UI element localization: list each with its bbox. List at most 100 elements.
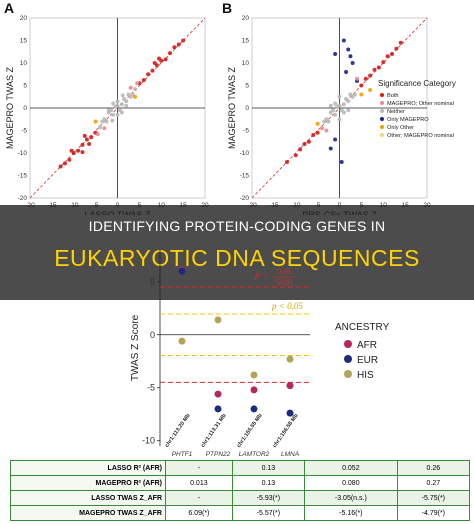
panel-c: -10 -5 0 5 TWAS Z Score p < 0.05 5920 p < 0.05 ch…	[130, 250, 390, 458]
data-point	[394, 46, 399, 51]
data-point	[322, 119, 327, 124]
table-cell: -4.79(*)	[396, 505, 471, 521]
data-point	[346, 108, 351, 113]
legend-label: EUR	[357, 355, 378, 366]
table-row: MAGEPRO TWAS Z_AFR 6.09(*) -5.57(*) -5.1…	[10, 505, 471, 521]
position-label: chr1:155.55 Mb	[236, 412, 264, 449]
data-point	[328, 146, 333, 151]
data-point	[115, 112, 120, 117]
data-point	[250, 405, 258, 413]
panel-a: A-20-15-10-505101520-20-15-10-505101520M…	[4, 0, 209, 215]
data-point	[168, 51, 172, 56]
data-point	[181, 38, 186, 43]
data-point	[214, 405, 222, 413]
legend-label: Only Other	[387, 125, 414, 131]
y-tick-label: -5	[147, 383, 155, 393]
table-cell: 0.013	[165, 475, 233, 491]
data-point	[82, 133, 87, 138]
data-point	[76, 148, 81, 153]
legend-swatch	[344, 355, 352, 363]
table-cell: 0.13	[231, 475, 306, 491]
position-label: chr1:113.20 Mb	[164, 412, 192, 448]
y-tick-label: -15	[240, 173, 250, 180]
table-cell: -3.05(n.s.)	[304, 490, 398, 506]
gene-label: PTPN22	[206, 451, 231, 458]
panel-label: B	[222, 0, 232, 16]
data-point	[135, 81, 140, 86]
data-point	[58, 164, 63, 169]
data-point	[363, 76, 368, 81]
legend-label: HIS	[357, 370, 374, 381]
identity-line	[251, 17, 428, 199]
data-point	[337, 117, 342, 122]
data-point	[89, 135, 94, 140]
legend-label: Both	[387, 93, 399, 99]
table-cell: -5.57(*)	[231, 505, 306, 521]
data-point	[348, 54, 353, 59]
y-tick-label: 0	[245, 105, 249, 112]
y-tick-label: 15	[20, 38, 28, 45]
data-point	[106, 108, 111, 113]
data-point	[330, 108, 335, 113]
data-point	[111, 101, 116, 106]
data-point	[133, 94, 137, 99]
data-point	[98, 125, 102, 130]
row-label: MAGEPRO R² (AFR)	[10, 475, 166, 491]
data-point	[372, 67, 377, 72]
y-tick-label: 5	[23, 83, 27, 90]
y-tick-label: -10	[142, 436, 155, 446]
data-point	[178, 337, 186, 345]
legend-swatch	[380, 133, 384, 137]
data-point	[152, 61, 157, 65]
panel-c-chart: -10 -5 0 5 TWAS Z Score p < 0.05 5920 p < 0.05 ch…	[130, 250, 390, 458]
gene-label: LAMTOR2	[239, 451, 270, 458]
r2-twas-table: LASSO R² (AFR) - 0.13 0.052 0.26 MAGEPRO…	[10, 460, 471, 521]
data-point	[326, 119, 331, 124]
data-point	[341, 38, 346, 43]
data-point	[87, 142, 92, 146]
threshold-label-bonferroni: p <	[254, 270, 268, 280]
threshold-numerator: 0.05	[277, 267, 291, 276]
y-axis-title: MAGEPRO TWAS Z	[227, 66, 237, 149]
table-cell: 0.13	[231, 460, 306, 476]
legend-title: ANCESTRY	[335, 322, 390, 333]
data-point	[376, 65, 381, 70]
banner-title-line2: EUKARYOTIC DNA SEQUENCES	[54, 245, 420, 271]
data-point	[67, 157, 72, 162]
data-point	[63, 161, 67, 166]
data-point	[359, 92, 364, 97]
legend-label: AFR	[357, 340, 377, 351]
legend-swatch	[344, 340, 352, 348]
legend-label: Other; MAGEPRO nominal	[387, 133, 454, 139]
y-axis-title: TWAS Z Score	[130, 314, 141, 381]
data-point	[176, 42, 181, 47]
data-point	[124, 103, 129, 108]
y-tick-label: -5	[243, 128, 249, 135]
legend-swatch	[380, 93, 384, 97]
legend-label: Only MAGEPRO	[387, 117, 429, 123]
y-tick-label: -20	[18, 195, 28, 202]
data-point	[333, 52, 338, 56]
data-point	[119, 110, 124, 115]
data-point	[100, 119, 105, 124]
data-point	[80, 150, 85, 155]
row-label: LASSO TWAS Z_AFR	[10, 490, 166, 506]
data-point	[286, 355, 294, 363]
data-point	[335, 104, 340, 109]
data-point	[214, 316, 222, 324]
legend-swatch	[344, 370, 352, 378]
gene-label: PHTF1	[172, 451, 193, 458]
data-point	[359, 83, 364, 88]
data-point	[120, 93, 125, 98]
data-point	[128, 85, 133, 90]
data-point	[344, 70, 349, 74]
table-cell: -5.93(*)	[231, 490, 306, 506]
data-point	[69, 148, 74, 153]
data-point	[302, 142, 307, 146]
data-point	[368, 88, 373, 92]
y-tick-label: 0	[150, 330, 155, 340]
data-point	[344, 97, 349, 101]
data-point	[84, 137, 89, 142]
data-point	[157, 56, 162, 61]
data-point	[311, 133, 316, 137]
